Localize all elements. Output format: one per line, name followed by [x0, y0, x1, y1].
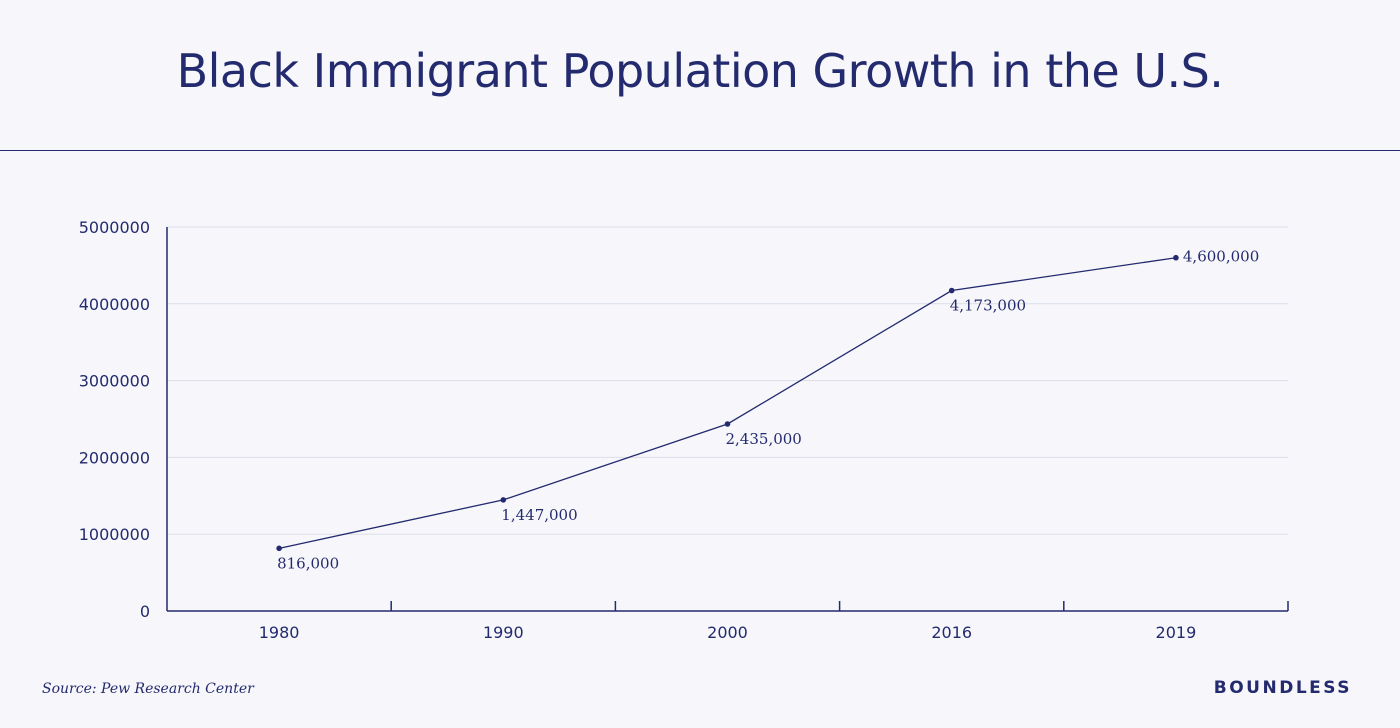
y-tick-label: 4000000: [79, 295, 150, 314]
data-labels: 816,000 1,447,000 2,435,000 4,173,000 4,600,…: [277, 248, 1259, 573]
data-label: 4,173,000: [950, 297, 1026, 315]
data-label: 816,000: [277, 554, 339, 572]
y-tick-label: 5000000: [79, 218, 150, 237]
y-tick-label: 0: [140, 602, 150, 621]
data-label: 4,600,000: [1183, 248, 1259, 266]
x-tick-label: 2019: [1156, 623, 1197, 642]
data-points: [276, 254, 1179, 552]
y-axis-ticks: 0 1000000 2000000 3000000 4000000 5000000: [79, 218, 150, 621]
title-divider: [0, 150, 1400, 151]
y-tick-label: 1000000: [79, 525, 150, 544]
data-label: 1,447,000: [501, 506, 577, 524]
y-tick-label: 3000000: [79, 372, 150, 391]
chart-title: Black Immigrant Population Growth in the…: [176, 44, 1224, 98]
data-point: [276, 545, 282, 552]
grid-lines: [167, 226, 1288, 535]
x-tick-label: 2000: [707, 623, 748, 642]
x-tick-label: 2016: [931, 623, 972, 642]
data-point: [948, 287, 955, 294]
series-line-path: [278, 257, 1176, 549]
data-label: 2,435,000: [726, 430, 802, 448]
x-tick-label: 1980: [259, 623, 300, 642]
axes: [166, 227, 1289, 612]
data-point: [1173, 254, 1179, 261]
series-line: [278, 257, 1176, 549]
x-axis-ticks: 1980 1990 2000 2016 2019: [259, 623, 1197, 642]
brand-logo: BOUNDLESS: [1213, 678, 1352, 698]
data-point: [500, 497, 507, 503]
data-point: [724, 421, 731, 427]
x-tick-label: 1990: [483, 623, 524, 642]
source-note: Source: Pew Research Center: [42, 681, 254, 697]
y-tick-label: 2000000: [79, 448, 150, 467]
